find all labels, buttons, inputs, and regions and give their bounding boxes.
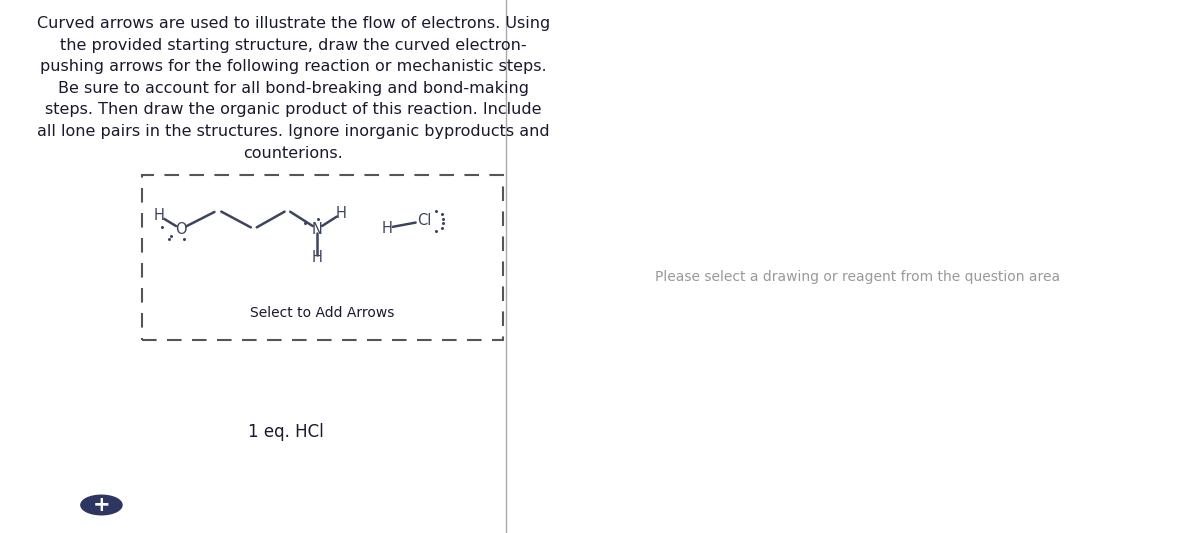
Text: Cl: Cl <box>416 214 431 229</box>
Text: Select to Add Arrows: Select to Add Arrows <box>251 306 395 320</box>
Text: H: H <box>382 221 392 236</box>
Text: Please select a drawing or reagent from the question area: Please select a drawing or reagent from … <box>655 270 1061 284</box>
Text: H: H <box>154 208 164 223</box>
Text: Curved arrows are used to illustrate the flow of electrons. Using
the provided s: Curved arrows are used to illustrate the… <box>37 16 550 160</box>
Text: O: O <box>175 222 187 237</box>
Text: +: + <box>92 495 110 515</box>
Text: H: H <box>312 251 323 265</box>
Circle shape <box>80 495 122 515</box>
Text: 1 eq. HCl: 1 eq. HCl <box>247 423 324 441</box>
Text: H: H <box>335 206 347 222</box>
Text: N: N <box>312 222 323 237</box>
